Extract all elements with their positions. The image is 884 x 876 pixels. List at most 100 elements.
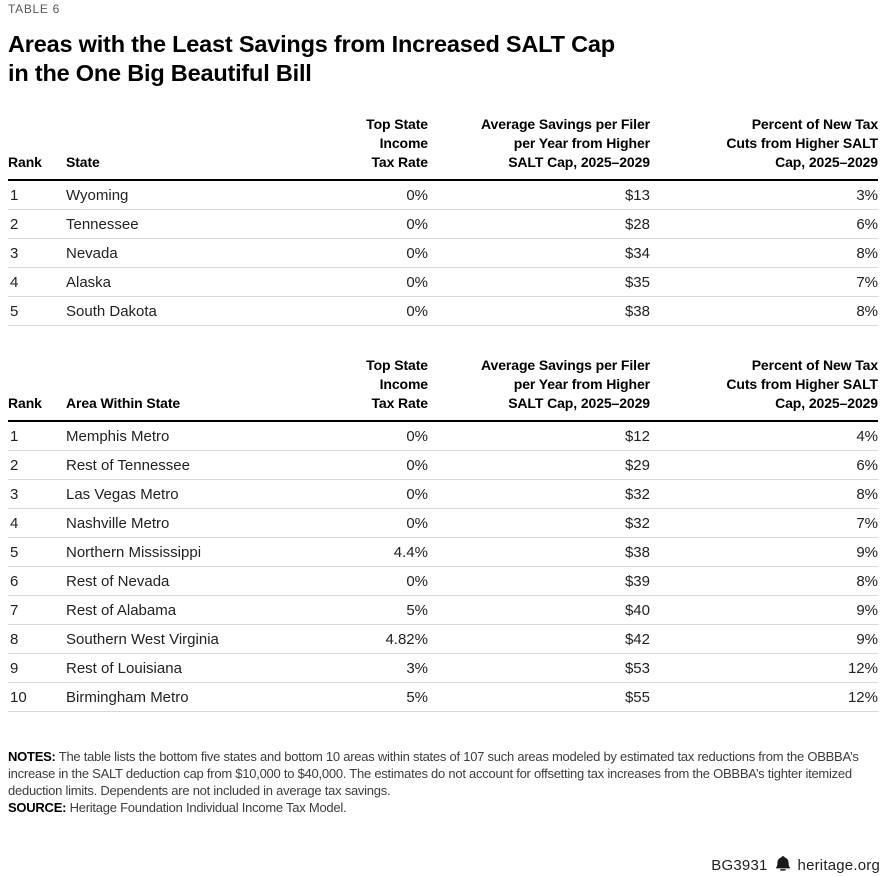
rank-cell: 9 (10, 659, 19, 677)
rank-cell: 1 (10, 186, 19, 204)
tax-rate-cell: 0% (406, 302, 428, 320)
table-label: TABLE 6 (8, 2, 61, 16)
rank-cell: 2 (10, 456, 19, 474)
site-name: heritage.org (797, 857, 880, 874)
table-row: 3 Nevada 0% $34 8% (8, 239, 878, 268)
page-title-line1: Areas with the Least Savings from Increa… (8, 31, 615, 57)
table-row: 2 Tennessee 0% $28 6% (8, 210, 878, 239)
tax-rate-cell: 0% (406, 215, 428, 233)
tax-rate-cell: 0% (406, 572, 428, 590)
states-header-row: Rank State Top State Income Tax Rate Ave… (8, 115, 878, 180)
percent-cell: 9% (856, 543, 878, 561)
percent-cell: 6% (856, 456, 878, 474)
area-cell: Rest of Louisiana (66, 659, 182, 677)
tax-rate-cell: 0% (406, 244, 428, 262)
table-row: 5 Northern Mississippi 4.4% $38 9% (8, 538, 878, 567)
rank-cell: 1 (10, 427, 19, 445)
percent-cell: 12% (847, 659, 878, 677)
area-cell: Northern Mississippi (66, 543, 202, 561)
rank-cell: 6 (10, 572, 19, 590)
state-cell: South Dakota (66, 302, 157, 320)
savings-cell: $39 (624, 572, 650, 590)
savings-cell: $34 (624, 244, 650, 262)
savings-cell: $32 (624, 485, 650, 503)
percent-cell: 4% (856, 427, 878, 445)
percent-cell: 7% (856, 514, 878, 532)
table-row: 1 Memphis Metro 0% $12 4% (8, 421, 878, 451)
area-cell: Southern West Virginia (66, 630, 219, 648)
table-row: 1 Wyoming 0% $13 3% (8, 180, 878, 210)
tax-rate-cell: 3% (406, 659, 428, 677)
table-row: 4 Nashville Metro 0% $32 7% (8, 509, 878, 538)
source-text: Heritage Foundation Individual Income Ta… (69, 800, 347, 815)
column-header-tax-rate: Top State Income Tax Rate (366, 357, 428, 411)
source-label: SOURCE: (8, 800, 67, 815)
state-cell: Alaska (66, 273, 112, 291)
tax-rate-cell: 0% (406, 273, 428, 291)
area-cell: Rest of Alabama (66, 601, 177, 619)
report-id: BG3931 (711, 857, 768, 874)
area-cell: Rest of Tennessee (66, 456, 190, 474)
savings-cell: $38 (624, 543, 650, 561)
percent-cell: 8% (856, 244, 878, 262)
savings-cell: $32 (624, 514, 650, 532)
savings-cell: $13 (624, 186, 650, 204)
savings-cell: $55 (624, 688, 650, 706)
percent-cell: 8% (856, 485, 878, 503)
rank-cell: 4 (10, 514, 19, 532)
table-row: 5 South Dakota 0% $38 8% (8, 297, 878, 326)
tax-rate-cell: 5% (406, 688, 428, 706)
column-header-rank: Rank (8, 395, 42, 411)
rank-cell: 2 (10, 215, 19, 233)
percent-cell: 12% (847, 688, 878, 706)
area-cell: Birmingham Metro (66, 688, 189, 706)
area-cell: Las Vegas Metro (66, 485, 179, 503)
tax-rate-cell: 4.82% (385, 630, 428, 648)
savings-cell: $12 (624, 427, 650, 445)
footer: BG3931 heritage.org (8, 856, 880, 875)
percent-cell: 7% (856, 273, 878, 291)
column-header-savings: Average Savings per Filer per Year from … (481, 357, 650, 411)
rank-cell: 8 (10, 630, 19, 648)
notes-text: The table lists the bottom five states a… (8, 749, 859, 798)
savings-cell: $40 (624, 601, 650, 619)
tax-rate-cell: 0% (406, 456, 428, 474)
area-cell: Nashville Metro (66, 514, 170, 532)
area-cell: Memphis Metro (66, 427, 170, 445)
tax-rate-cell: 5% (406, 601, 428, 619)
table-row: 8 Southern West Virginia 4.82% $42 9% (8, 625, 878, 654)
tax-rate-cell: 4.4% (393, 543, 428, 561)
tax-rate-cell: 0% (406, 514, 428, 532)
percent-cell: 6% (856, 215, 878, 233)
rank-cell: 5 (10, 543, 19, 561)
table-row: 4 Alaska 0% $35 7% (8, 268, 878, 297)
column-header-state: State (66, 154, 100, 170)
state-cell: Wyoming (66, 186, 129, 204)
percent-cell: 8% (856, 302, 878, 320)
column-header-area: Area Within State (66, 395, 181, 411)
savings-cell: $35 (624, 273, 650, 291)
savings-cell: $29 (624, 456, 650, 474)
savings-cell: $53 (624, 659, 650, 677)
savings-cell: $28 (624, 215, 650, 233)
column-header-percent: Percent of New Tax Cuts from Higher SALT… (726, 357, 878, 411)
state-cell: Nevada (66, 244, 118, 262)
areas-table: Rank Area Within State Top State Income … (8, 356, 878, 712)
column-header-savings: Average Savings per Filer per Year from … (481, 116, 650, 170)
rank-cell: 5 (10, 302, 19, 320)
rank-cell: 10 (10, 688, 27, 706)
notes-label: NOTES: (8, 749, 56, 764)
column-header-percent: Percent of New Tax Cuts from Higher SALT… (726, 116, 878, 170)
liberty-bell-icon (775, 856, 791, 875)
column-header-rank: Rank (8, 154, 42, 170)
percent-cell: 9% (856, 630, 878, 648)
table-row: 9 Rest of Louisiana 3% $53 12% (8, 654, 878, 683)
percent-cell: 9% (856, 601, 878, 619)
table-row: 2 Rest of Tennessee 0% $29 6% (8, 451, 878, 480)
tax-rate-cell: 0% (406, 485, 428, 503)
table-row: 6 Rest of Nevada 0% $39 8% (8, 567, 878, 596)
table-row: 7 Rest of Alabama 5% $40 9% (8, 596, 878, 625)
savings-cell: $42 (624, 630, 650, 648)
page-title: Areas with the Least Savings from Increa… (8, 30, 878, 88)
